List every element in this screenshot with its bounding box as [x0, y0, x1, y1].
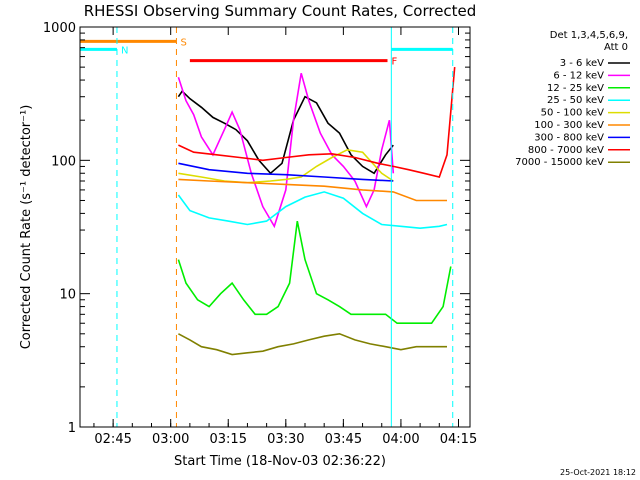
legend-label-3: 25 - 50 keV — [547, 95, 604, 106]
series-layer — [177, 67, 456, 356]
series-line-8 — [178, 332, 447, 356]
y-tick-label-1: 10 — [59, 288, 76, 303]
flag-label-F: F — [391, 57, 397, 68]
x-tick-label-1: 03:00 — [152, 432, 189, 447]
legend-label-4: 50 - 100 keV — [541, 108, 605, 119]
y-tick-label-2: 100 — [51, 154, 76, 169]
legend-header-1: Att 0 — [604, 42, 628, 53]
legend-header-0: Det 1,3,4,5,6,9, — [550, 30, 628, 41]
x-axis-label: Start Time (18-Nov-03 02:36:22) — [174, 454, 386, 469]
x-tick-label-2: 03:15 — [210, 432, 247, 447]
y-axis-label: Corrected Count Rate (s⁻¹ detector⁻¹) — [19, 105, 34, 350]
legend-label-1: 6 - 12 keV — [553, 70, 604, 81]
series-line-1 — [177, 72, 395, 229]
legend-label-7: 800 - 7000 keV — [528, 145, 604, 156]
series-line-5 — [178, 178, 447, 202]
y-tick-label-3: 1000 — [43, 21, 76, 36]
legend-label-2: 12 - 25 keV — [547, 83, 604, 94]
flag-label-N: N — [121, 45, 128, 56]
flags-layer: S N F — [80, 37, 453, 68]
legend-label-8: 7000 - 15000 keV — [515, 157, 604, 168]
series-line-7 — [178, 67, 456, 178]
x-tick-label-0: 02:45 — [94, 432, 131, 447]
legend-label-0: 3 - 6 keV — [560, 58, 604, 69]
series-line-0 — [177, 89, 394, 175]
y-tick-label-0: 1 — [68, 421, 76, 436]
legend-label-5: 100 - 300 keV — [534, 120, 604, 131]
vlines-layer — [116, 27, 454, 427]
legend-label-6: 300 - 800 keV — [534, 132, 604, 143]
plot-frame — [79, 26, 471, 428]
x-tick-label-4: 03:45 — [325, 432, 362, 447]
axes-layer: 02:45 03:00 03:15 03:30 03:45 04:00 04:15 1 10 10… — [43, 21, 477, 447]
series-line-3 — [177, 191, 448, 230]
series-line-2 — [177, 220, 452, 325]
x-tick-label-6: 04:15 — [440, 432, 477, 447]
series-line-6 — [178, 162, 394, 182]
flag-label-S: S — [180, 37, 186, 48]
x-tick-label-3: 03:30 — [267, 432, 304, 447]
footer-timestamp: 25-Oct-2021 18:12 — [560, 468, 636, 477]
x-tick-label-5: 04:00 — [382, 432, 419, 447]
chart-title: RHESSI Observing Summary Count Rates, Co… — [84, 2, 477, 20]
